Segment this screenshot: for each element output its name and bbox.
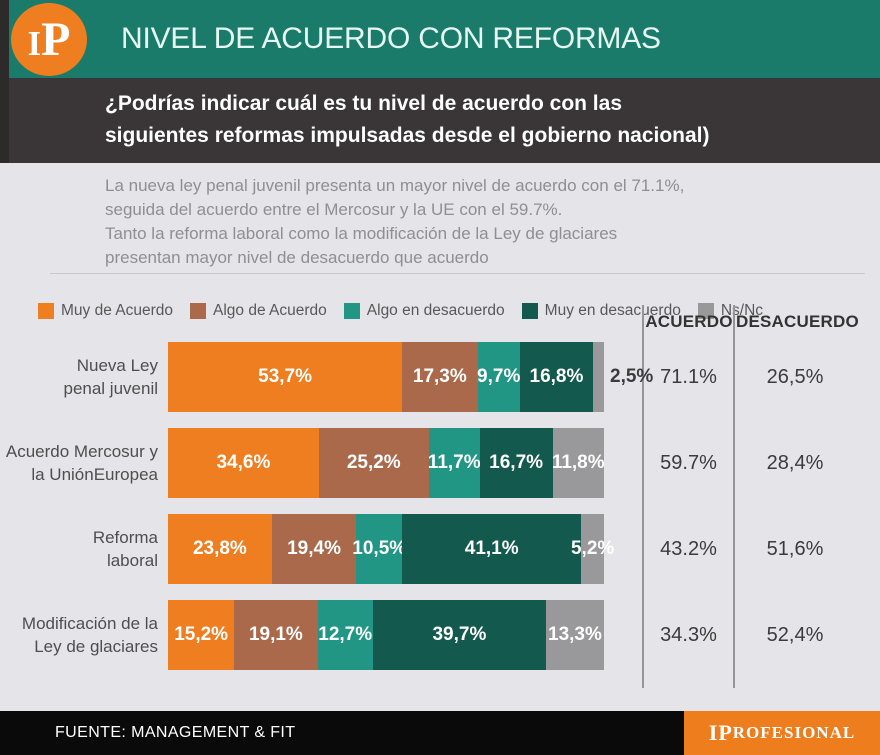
category-label: Reforma laboral	[0, 514, 158, 584]
bar-track: 34,6% 25,2% 11,7% 16,7% 11,8%	[168, 428, 605, 498]
intro-paragraph: La nueva ley penal juvenil presenta un m…	[105, 174, 825, 270]
category-label-line: Modificación de la	[21, 614, 158, 633]
legend-label: Algo en desacuerdo	[366, 302, 505, 319]
bar-row: Nueva Ley penal juvenil 2,5% 53,7% 17,3% 9,7%…	[0, 342, 880, 412]
desacuerdo-value: 28,4%	[766, 451, 824, 474]
desacuerdo-value: 26,5%	[766, 365, 824, 388]
ip-logo-text: IP	[27, 12, 71, 66]
legend: Muy de Acuerdo Algo de Acuerdo Algo en des…	[38, 302, 763, 320]
bar-segment: 19,4%	[271, 514, 357, 584]
source-text: FUENTE: MANAGEMENT & FIT	[55, 724, 296, 741]
brand-suffix: ROFESIONAL	[732, 723, 856, 742]
column-header-desacuerdo: DESACUERDO	[736, 312, 859, 331]
bar-segment: 41,1%	[402, 514, 582, 584]
bar-segment: 39,7%	[372, 600, 546, 670]
intro-line: Tanto la reforma laboral como la modific…	[105, 224, 618, 243]
legend-label: Ns/Nc	[720, 302, 764, 319]
iprofesional-logo: IP ROFESIONAL	[684, 711, 880, 755]
legend-item: Ns/Nc	[697, 302, 764, 320]
bar-segment: 13,3%	[545, 600, 604, 670]
bar-segment: 25,2%	[318, 428, 429, 498]
category-label: Nueva Ley penal juvenil	[0, 342, 158, 412]
legend-swatch-nsnc	[697, 303, 714, 319]
acuerdo-value: 34.3%	[660, 623, 717, 646]
legend-item: Algo en desacuerdo	[343, 302, 505, 320]
intro-line: seguida del acuerdo entre el Mercosur y …	[105, 200, 563, 219]
bar-segment: 12,7%	[317, 600, 373, 670]
category-label-line: Reforma	[92, 528, 158, 547]
left-edge-strip	[0, 0, 9, 163]
intro-line: La nueva ley penal juvenil presenta un m…	[105, 176, 685, 195]
legend-item: Algo de Acuerdo	[190, 302, 327, 320]
bar-track: 23,8% 19,4% 10,5% 41,1% 5,2%	[168, 514, 614, 584]
bar-segment: 11,7%	[428, 428, 481, 498]
legend-label: Muy de Acuerdo	[61, 302, 174, 319]
ip-logo: IP	[11, 3, 87, 76]
bar-segment: 17,3%	[402, 342, 478, 412]
category-label-line: Acuerdo Mercosur y	[5, 442, 158, 461]
legend-swatch-algo_desacuerdo	[343, 303, 360, 319]
bar-row: Modificación de la Ley de glaciares 15,2% 1…	[0, 600, 880, 670]
bar-segment: 15,2%	[168, 600, 235, 670]
category-label-line: penal juvenil	[63, 379, 158, 398]
bar-segment: 34,6%	[168, 428, 319, 498]
bar-segment-label-outside: 2,5%	[610, 366, 654, 387]
category-label: Acuerdo Mercosur y la UniónEuropea	[0, 428, 158, 498]
bar-row: Reforma laboral 23,8% 19,4% 10,5% 41,1% 5,2% 43…	[0, 514, 880, 584]
header-band: NIVEL DE ACUERDO CON REFORMAS	[9, 0, 880, 78]
category-label-line: la UniónEuropea	[31, 465, 158, 484]
bar-segment: 19,1%	[234, 600, 318, 670]
legend-item: Muy de Acuerdo	[38, 302, 173, 320]
bar-segment: 16,7%	[479, 428, 553, 498]
acuerdo-value: 43.2%	[660, 537, 717, 560]
bar-segment: 10,5%	[352, 514, 406, 584]
legend-swatch-muy_desacuerdo	[521, 303, 538, 319]
brand-prefix: IP	[708, 720, 733, 745]
bar-segment: 11,8%	[552, 428, 605, 498]
desacuerdo-value: 52,4%	[766, 623, 824, 646]
legend-swatch-muy_acuerdo	[38, 303, 54, 319]
bar-segment: 5,2%	[571, 514, 614, 584]
legend-item: Muy en desacuerdo	[521, 302, 681, 320]
bar-segment: 53,7%	[168, 342, 403, 412]
column-divider-acuerdo	[642, 305, 644, 688]
category-label: Modificación de la Ley de glaciares	[0, 600, 158, 670]
column-header-acuerdo: ACUERDO	[645, 312, 733, 331]
category-label-line: laboral	[106, 551, 158, 570]
question-line-2: siguientes reformas impulsadas desde el …	[105, 124, 710, 147]
divider-line	[50, 273, 865, 274]
acuerdo-value: 59.7%	[660, 451, 717, 474]
bar-row: Acuerdo Mercosur y la UniónEuropea 34,6% 25…	[0, 428, 880, 498]
legend-label: Muy en desacuerdo	[544, 302, 681, 319]
bar-segment: 9,7%	[477, 342, 520, 412]
bar-segment: 16,8%	[519, 342, 594, 412]
bar-track: 15,2% 19,1% 12,7% 39,7% 13,3%	[168, 600, 604, 670]
legend-swatch-algo_acuerdo	[190, 303, 207, 319]
page-title: NIVEL DE ACUERDO CON REFORMAS	[121, 22, 661, 55]
column-divider-desacuerdo	[733, 305, 735, 688]
category-label-line: Nueva Ley	[76, 356, 158, 375]
acuerdo-value: 71.1%	[660, 365, 717, 388]
legend-label: Algo de Acuerdo	[213, 302, 327, 319]
bar-segment	[593, 342, 604, 412]
intro-line: presentan mayor nivel de desacuerdo que …	[105, 248, 489, 267]
question-box: ¿Podrías indicar cuál es tu nivel de acu…	[9, 78, 880, 163]
question-line-1: ¿Podrías indicar cuál es tu nivel de acu…	[105, 92, 623, 115]
bar-track: 53,7% 17,3% 9,7% 16,8%	[168, 342, 604, 412]
bar-segment: 23,8%	[168, 514, 272, 584]
desacuerdo-value: 51,6%	[766, 537, 824, 560]
category-label-line: Ley de glaciares	[34, 637, 158, 656]
bar-chart: Nueva Ley penal juvenil 2,5% 53,7% 17,3% 9,7%…	[0, 342, 880, 686]
